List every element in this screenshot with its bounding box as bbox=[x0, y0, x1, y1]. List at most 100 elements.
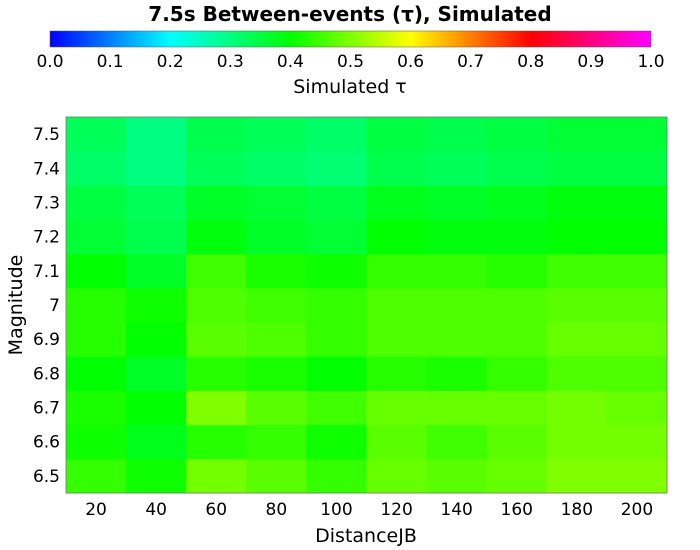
heatmap-cell bbox=[246, 253, 307, 289]
heatmap-cell bbox=[66, 390, 127, 426]
y-tick-label: 6.7 bbox=[33, 399, 60, 419]
heatmap-cell bbox=[546, 322, 608, 357]
heatmap-cell bbox=[366, 424, 428, 460]
colorbar-tick-label: 0.5 bbox=[337, 52, 364, 72]
heatmap-cell bbox=[186, 356, 247, 391]
heatmap-cell bbox=[186, 185, 247, 221]
heatmap-cell bbox=[606, 185, 668, 221]
heatmap-cell bbox=[426, 356, 488, 391]
heatmap-cell bbox=[546, 424, 608, 460]
heatmap-cell bbox=[366, 253, 428, 289]
heatmap-cell bbox=[426, 424, 488, 460]
heatmap-cell bbox=[426, 390, 488, 426]
heatmap-cell bbox=[246, 219, 307, 255]
heatmap-cell bbox=[486, 151, 548, 186]
heatmap-cell bbox=[186, 151, 247, 186]
heatmap-cell bbox=[246, 390, 307, 426]
heatmap-cell bbox=[66, 356, 127, 391]
heatmap-cell bbox=[306, 185, 367, 221]
heatmap-cell bbox=[186, 424, 247, 460]
heatmap-cell bbox=[186, 458, 247, 494]
y-axis-ticks: 6.5 6.6 6.7 6.8 6.9 7 7.1 7.2 7.3 7.4 7.5 bbox=[33, 125, 60, 487]
y-tick-label: 7.1 bbox=[33, 262, 60, 282]
heatmap-cell bbox=[606, 390, 668, 426]
heatmap-cell bbox=[546, 219, 608, 255]
heatmap-cell bbox=[186, 322, 247, 357]
y-tick-label: 6.8 bbox=[33, 364, 60, 384]
colorbar-tick-label: 1.0 bbox=[637, 52, 664, 72]
heatmap-cell bbox=[66, 185, 127, 221]
y-tick-label: 6.6 bbox=[33, 433, 60, 453]
heatmap-cell bbox=[366, 390, 428, 426]
x-tick-label: 80 bbox=[266, 500, 288, 520]
heatmap-cell bbox=[66, 253, 127, 289]
heatmap-cell bbox=[546, 458, 608, 494]
heatmap-cell bbox=[306, 458, 367, 494]
plot-area: 20 40 60 80 100 120 140 160 180 200 6.56.66.76.86… bbox=[33, 116, 668, 520]
heatmap-cell bbox=[606, 151, 668, 186]
heatmap-cell bbox=[186, 117, 247, 152]
heatmap-cell bbox=[606, 356, 668, 391]
heatmap-cell bbox=[186, 390, 247, 426]
heatmap-cell bbox=[546, 287, 608, 323]
x-tick-label: 200 bbox=[621, 500, 653, 520]
heatmap-cell bbox=[126, 356, 187, 391]
y-tick-label: 7.4 bbox=[33, 159, 60, 179]
heatmap-cell bbox=[486, 458, 548, 494]
x-tick-label: 20 bbox=[85, 500, 107, 520]
x-axis-label: DistanceJB bbox=[315, 525, 417, 547]
heatmap-cell bbox=[126, 219, 187, 255]
heatmap-cell bbox=[486, 185, 548, 221]
chart-title: 7.5s Between-events (τ), Simulated bbox=[148, 2, 551, 26]
heatmap-cell bbox=[546, 151, 608, 186]
heatmap-cell bbox=[366, 185, 428, 221]
colorbar-tick-label: 0.1 bbox=[97, 52, 124, 72]
colorbar-tick-label: 0.0 bbox=[36, 52, 63, 72]
heatmap-cell bbox=[426, 117, 488, 152]
heatmap-cell bbox=[606, 219, 668, 255]
heatmap-cell bbox=[126, 322, 187, 357]
heatmap-cell bbox=[246, 151, 307, 186]
heatmap-cell bbox=[426, 185, 488, 221]
heatmap-cell bbox=[606, 253, 668, 289]
x-tick-label: 120 bbox=[380, 500, 412, 520]
y-axis-label: Magnitude bbox=[5, 255, 27, 356]
heatmap-cell bbox=[66, 117, 127, 152]
heatmap-cell bbox=[306, 219, 367, 255]
heatmap-cell bbox=[66, 424, 127, 460]
heatmap-cell bbox=[486, 390, 548, 426]
heatmap-cell bbox=[246, 356, 307, 391]
x-tick-label: 180 bbox=[561, 500, 593, 520]
heatmap-cell bbox=[366, 322, 428, 357]
y-tick-label: 7.2 bbox=[33, 228, 60, 248]
colorbar-tick-label: 0.3 bbox=[217, 52, 244, 72]
colorbar-tick-label: 0.2 bbox=[157, 52, 184, 72]
x-tick-label: 100 bbox=[320, 500, 352, 520]
y-tick-label: 6.5 bbox=[33, 467, 60, 487]
heatmap-cell bbox=[126, 117, 187, 152]
x-tick-label: 60 bbox=[205, 500, 227, 520]
heatmap-cells bbox=[66, 117, 668, 494]
heatmap-cell bbox=[66, 322, 127, 357]
heatmap-cell bbox=[546, 185, 608, 221]
heatmap-cell bbox=[306, 322, 367, 357]
heatmap-cell bbox=[186, 287, 247, 323]
heatmap-cell bbox=[486, 287, 548, 323]
heatmap-cell bbox=[306, 356, 367, 391]
heatmap-cell bbox=[306, 117, 367, 152]
heatmap-cell bbox=[366, 219, 428, 255]
y-tick-label: 6.9 bbox=[33, 330, 60, 350]
heatmap-cell bbox=[606, 287, 668, 323]
heatmap-cell bbox=[606, 322, 668, 357]
x-tick-label: 140 bbox=[440, 500, 472, 520]
colorbar-tick-label: 0.6 bbox=[397, 52, 424, 72]
heatmap-cell bbox=[66, 458, 127, 494]
colorbar-gradient bbox=[49, 30, 652, 48]
y-tick-label: 7.5 bbox=[33, 125, 60, 145]
heatmap-cell bbox=[426, 151, 488, 186]
heatmap-cell bbox=[126, 287, 187, 323]
heatmap-cell bbox=[486, 253, 548, 289]
heatmap-cell bbox=[426, 322, 488, 357]
heatmap-cell bbox=[246, 185, 307, 221]
heatmap-cell bbox=[246, 117, 307, 152]
